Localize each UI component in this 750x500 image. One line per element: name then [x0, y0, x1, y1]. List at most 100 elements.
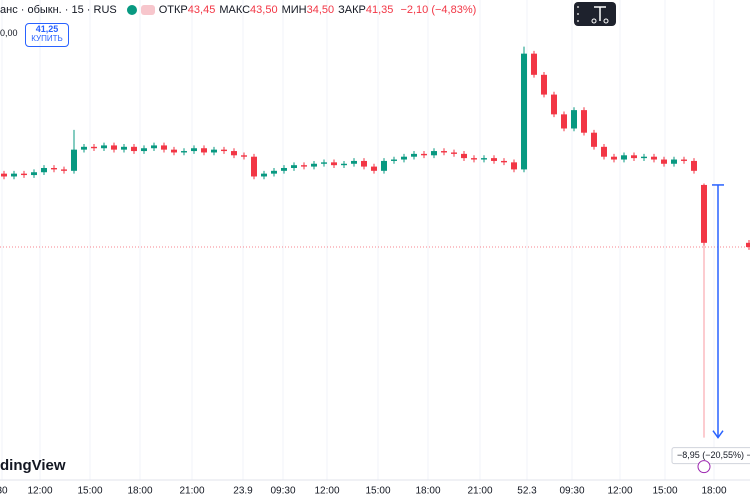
x-tick-label: 21:00 [179, 486, 204, 497]
tool-icon[interactable] [574, 2, 616, 26]
candle-body [201, 148, 207, 153]
candle-body [211, 149, 217, 153]
status-dot [126, 5, 137, 16]
candle-body [1, 173, 7, 177]
candle-body [461, 153, 467, 159]
x-tick-label: 15:00 [77, 486, 102, 497]
toolbar[interactable] [574, 2, 616, 26]
ohlc-label: МАКС [219, 4, 251, 16]
candle-body [71, 149, 77, 171]
candle-body [746, 242, 750, 248]
candle-body [81, 146, 87, 150]
candle-body [361, 160, 367, 167]
candle-body [101, 145, 107, 149]
candle-body [591, 132, 597, 147]
candle-body [411, 153, 417, 157]
x-tick-label: 18:00 [701, 486, 726, 497]
candle-body [221, 149, 227, 152]
x-tick-label: 09:30 [559, 486, 584, 497]
candle-body [691, 160, 697, 171]
ohlc-label: ОТКР [158, 4, 188, 16]
candle-body [521, 53, 527, 170]
candle-body [151, 145, 157, 149]
measure-label: −8,95 (−20,55%) −1 [677, 450, 750, 460]
candle-body [601, 146, 607, 157]
candle-body [291, 165, 297, 168]
x-tick-label: 12:00 [27, 486, 52, 497]
ohlc-value: 34,50 [306, 4, 335, 16]
x-tick-label: 15:00 [652, 486, 677, 497]
x-tick-label: 52.3 [517, 486, 537, 497]
candle-body [621, 155, 627, 160]
change: −2,10 (−4,83%) [400, 4, 477, 16]
candle-body [181, 151, 187, 153]
candle-body [681, 159, 687, 161]
candle-body [141, 148, 147, 152]
measure-label-bg [671, 447, 750, 465]
x-tick-label: 18:00 [415, 486, 440, 497]
candle-body [421, 153, 427, 156]
left-price: 0,00 [0, 28, 18, 38]
candle-body [381, 160, 387, 171]
ohlc-label: МИН [281, 4, 307, 16]
candle-body [31, 172, 37, 176]
candle-body [161, 145, 167, 150]
candle-body [551, 94, 557, 115]
candle-body [121, 146, 127, 150]
candle-body [561, 114, 567, 129]
candle-body [331, 162, 337, 166]
candle-body [481, 158, 487, 160]
candle-body [451, 152, 457, 154]
candle-body [391, 159, 397, 161]
ohlc: ОТКР43,45 МАКС43,50 МИН34,50 ЗАКР41,35 [159, 4, 398, 16]
candle-body [131, 146, 137, 152]
candle-body [41, 168, 47, 173]
x-tick-label: 09:30 [270, 486, 295, 497]
candle-body [341, 163, 347, 166]
legend-header: анс · обыкн. · 15 · RUS ОТКР43,45 МАКС43,5… [0, 4, 476, 16]
candle-body [281, 168, 287, 171]
buy-label[interactable]: КУПИТЬ [31, 34, 63, 43]
candle-body [441, 151, 447, 153]
ohlc-label: ЗАКР [338, 4, 366, 16]
ohlc-value: 43,45 [187, 4, 216, 16]
candle-body [51, 168, 57, 170]
symbol: анс · обыкн. · 15 · RUS [0, 4, 117, 16]
candle-body [651, 156, 657, 160]
candle-body [541, 74, 547, 95]
candle-body [241, 155, 247, 157]
buy-button[interactable]: 41,25 КУПИТЬ [25, 23, 69, 47]
candle-body [671, 159, 677, 164]
candle-body [91, 146, 97, 149]
compare-icon[interactable] [140, 5, 155, 16]
candle-body [471, 158, 477, 160]
ohlc-value: 41,35 [365, 4, 394, 16]
candle-body [431, 151, 437, 156]
candle-body [661, 159, 667, 164]
arrow-head [712, 430, 724, 439]
logo: dingView [0, 457, 66, 474]
candle-body [271, 170, 277, 174]
alert-icon [697, 460, 711, 474]
buy-price[interactable]: 41,25 [35, 24, 59, 34]
x-tick-label: 18:00 [127, 486, 152, 497]
candle-body [61, 169, 67, 171]
candle-body [631, 155, 637, 159]
candle-body [261, 173, 267, 177]
candle-body [371, 166, 377, 171]
x-tick-label: 12:00 [607, 486, 632, 497]
candle-body [321, 162, 327, 164]
candle-body [581, 110, 587, 133]
candle-body [311, 163, 317, 167]
candle-body [531, 53, 537, 75]
candle-body [571, 110, 577, 129]
x-tick-label: 23.9 [233, 486, 253, 497]
candle-body [301, 165, 307, 167]
candle-body [611, 156, 617, 160]
ohlc-value: 43,50 [250, 4, 278, 16]
candle-body [641, 156, 647, 159]
candle-body [501, 160, 507, 163]
candle-body [11, 173, 17, 177]
